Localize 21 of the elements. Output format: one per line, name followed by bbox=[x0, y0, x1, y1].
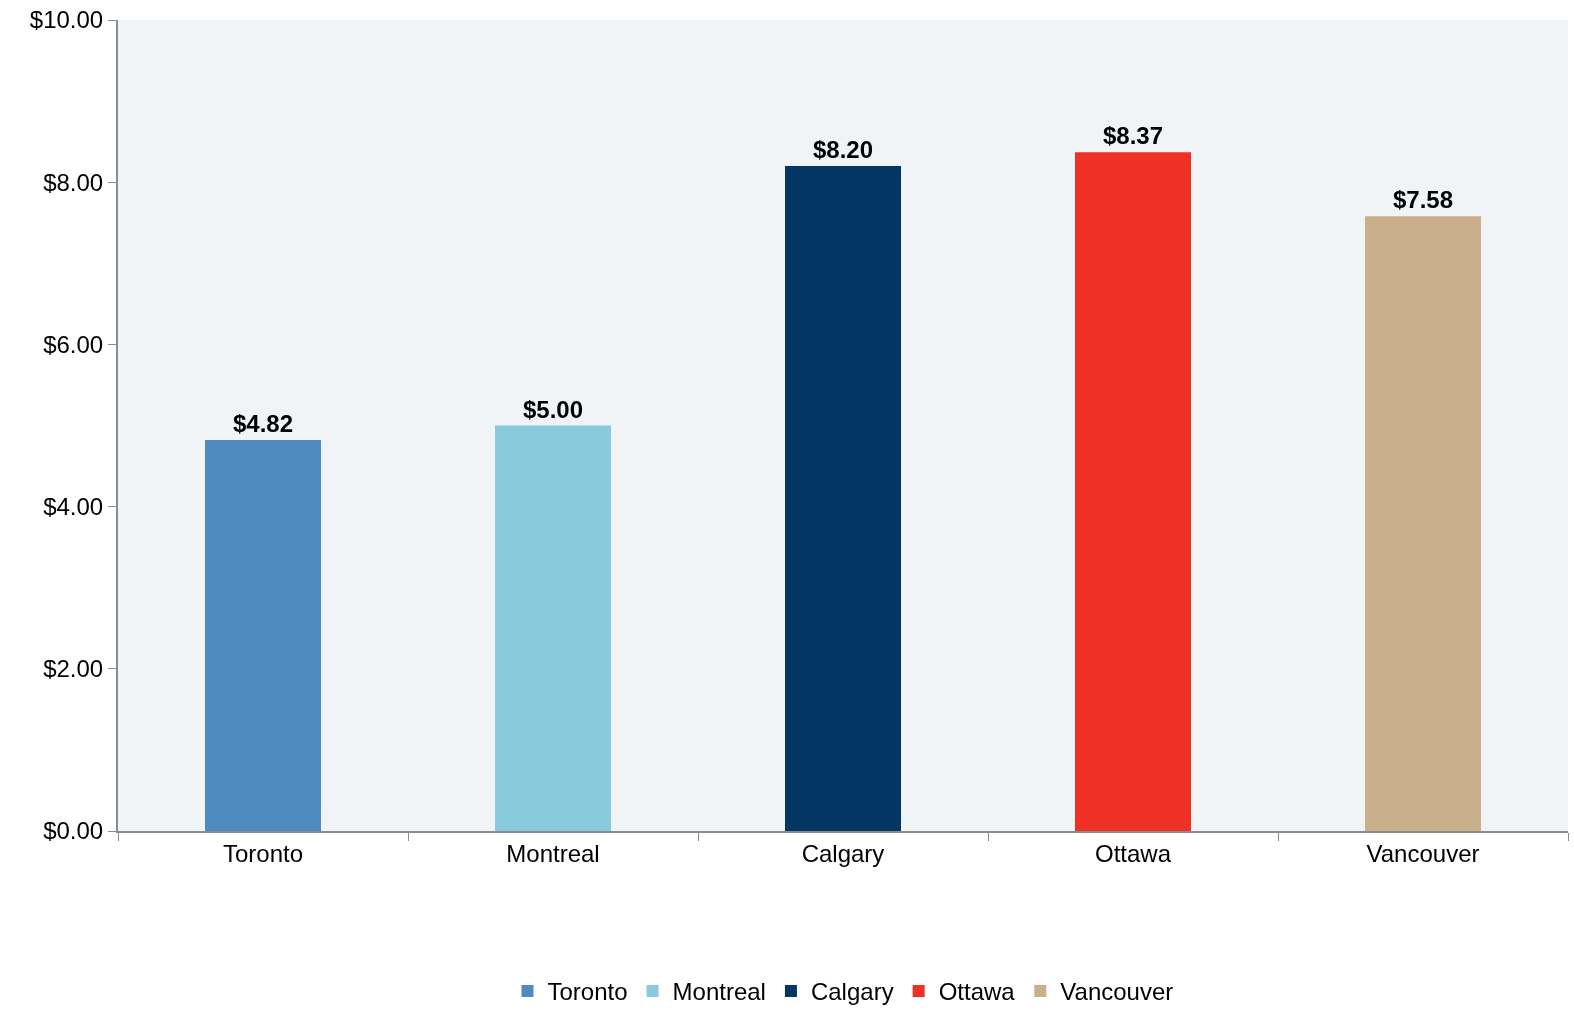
data-label: $8.20 bbox=[812, 135, 874, 163]
data-label: $8.37 bbox=[1102, 122, 1164, 150]
legend-label: Montreal bbox=[672, 978, 766, 1006]
y-tick-label: $4.00 bbox=[43, 493, 104, 520]
legend-label: Calgary bbox=[810, 978, 894, 1006]
data-label: $5.00 bbox=[522, 395, 584, 423]
x-tick-label: Ottawa bbox=[1094, 839, 1172, 867]
y-tick-label: $8.00 bbox=[43, 168, 104, 196]
data-label: $4.82 bbox=[232, 410, 294, 438]
x-tick-label: Montreal bbox=[506, 839, 600, 867]
legend-label: Toronto bbox=[547, 978, 628, 1006]
y-tick-label: $10.00 bbox=[29, 6, 104, 34]
y-tick-label: $0.00 bbox=[43, 817, 104, 845]
x-tick-label: Vancouver bbox=[1366, 839, 1480, 867]
y-tick-label: $2.00 bbox=[43, 655, 104, 683]
y-tick-label: $6.00 bbox=[43, 330, 104, 358]
x-tick-label: Toronto bbox=[222, 839, 304, 867]
data-label: $7.58 bbox=[1392, 186, 1454, 214]
legend-label: Vancouver bbox=[1060, 978, 1174, 1006]
x-tick-label: Calgary bbox=[801, 839, 885, 867]
legend-label: Ottawa bbox=[938, 978, 1016, 1006]
